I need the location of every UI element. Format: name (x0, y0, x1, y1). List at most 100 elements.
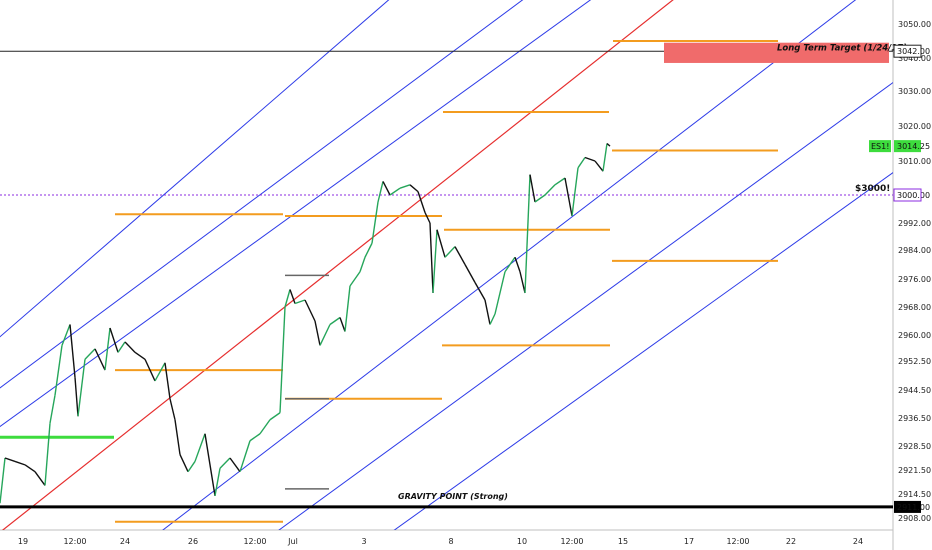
last-price-tag-label: 3014.25 (897, 142, 930, 151)
long-term-target-tag-border (893, 44, 922, 58)
channel-line-red (1, 0, 674, 530)
price-segment (269, 412, 281, 421)
plot-area (0, 0, 893, 530)
price-segment (524, 174, 531, 294)
long-term-target-tag (894, 45, 921, 58)
price-segment (577, 157, 586, 169)
price-segment (259, 419, 271, 435)
price-segment (554, 177, 566, 186)
y-tick-label: 2992.00 (898, 219, 931, 228)
price-segment (77, 359, 86, 417)
x-tick-label: 17 (684, 537, 694, 546)
price-segment (377, 181, 384, 203)
price-segment (504, 256, 516, 273)
x-tick-label: 12:00 (63, 537, 86, 546)
x-tick-label: 3 (361, 537, 366, 546)
price-segment (359, 257, 366, 272)
level-3000-label: $3000! (855, 184, 890, 194)
price-segment (389, 187, 401, 196)
last-price-tag (894, 140, 921, 153)
price-segment (571, 167, 579, 217)
y-tick-label: 2921.50 (898, 466, 931, 475)
y-tick-label: 2944.50 (898, 386, 931, 395)
x-tick-label: 10 (517, 537, 527, 546)
price-segment (219, 457, 231, 469)
price-segment (94, 348, 106, 371)
price-segment (564, 177, 573, 217)
price-segment (117, 341, 126, 353)
y-tick-label: 2928.50 (898, 442, 931, 451)
overlay-layer: Long Term Target (1/24/17) $3000! GRAVITY … (398, 44, 907, 501)
symbol-tag-label: ES1! (871, 142, 889, 151)
y-tick-label: 2936.50 (898, 414, 931, 423)
price-segment (174, 419, 181, 455)
price-segment (484, 299, 491, 325)
price-segment (74, 377, 79, 417)
y-tick-label: 2960.00 (898, 331, 931, 340)
price-segment (514, 257, 521, 272)
gravity-point-tag (894, 500, 921, 513)
x-tick-label: 24 (853, 537, 863, 546)
price-segment (319, 324, 331, 346)
x-tick-label: 12:00 (560, 537, 583, 546)
price-segment (429, 222, 434, 294)
y-tick-label: 2968.00 (898, 303, 931, 312)
y-tick-label: 3020.00 (898, 122, 931, 131)
y-tick-label: 2914.50 (898, 490, 931, 499)
price-segment (529, 174, 536, 203)
price-segment (371, 201, 379, 244)
y-tick-label: 3050.00 (898, 20, 931, 29)
x-tick-label: 12:00 (243, 537, 266, 546)
x-tick-label: 12:00 (726, 537, 749, 546)
y-tick-label: 2908.00 (898, 514, 931, 523)
x-tick-label: 26 (188, 537, 198, 546)
price-segment (84, 348, 96, 360)
price-segment (187, 461, 196, 473)
price-segment (314, 320, 321, 346)
price-segment (134, 351, 146, 360)
price-segment (594, 160, 604, 172)
price-segment (364, 242, 373, 258)
y-tick-label: 2984.00 (898, 246, 931, 255)
channel-line-blue-1 (0, 0, 524, 389)
channel-line-blue-5 (393, 172, 893, 530)
long-term-target-label: Long Term Target (1/24/17) (777, 44, 907, 54)
x-tick-label: 24 (120, 537, 130, 546)
price-segment (494, 271, 506, 315)
price-segment (279, 306, 286, 413)
price-segment (444, 246, 456, 258)
price-segment (61, 324, 71, 346)
channel-line-blue-3 (162, 0, 857, 530)
x-tick-label: 19 (18, 537, 28, 546)
price-segment (344, 285, 351, 332)
x-tick-label: 15 (618, 537, 628, 546)
price-segment (54, 345, 63, 396)
price-segment (214, 468, 221, 496)
price-segment (154, 362, 166, 382)
price-segment (294, 299, 306, 305)
channel-line-blue-4 (278, 81, 893, 530)
price-segment (417, 191, 426, 213)
price-segment (104, 327, 111, 371)
x-tick-label: 8 (448, 537, 453, 546)
price-segment (289, 289, 296, 304)
price-segment (409, 184, 419, 193)
y-axis: 3050.00 3040.00 3030.00 3020.00 3010.00 2992.… (869, 20, 931, 523)
price-segment (14, 460, 26, 466)
level-3000-tag-border (893, 188, 922, 202)
price-segment (44, 423, 51, 486)
y-tick-label: 2976.00 (898, 275, 931, 284)
price-segment (204, 433, 216, 496)
price-segment (544, 184, 556, 196)
price-segment (464, 264, 476, 283)
price-segment (164, 362, 171, 399)
long-term-target-tag-label: 3042.00 (897, 47, 930, 56)
x-tick-label: Jul (287, 537, 298, 546)
price-segment (432, 229, 438, 294)
price-segment (284, 289, 291, 308)
x-tick-label: 22 (786, 537, 796, 546)
channel-line-blue-0 (0, 0, 390, 338)
symbol-tag (869, 140, 891, 153)
